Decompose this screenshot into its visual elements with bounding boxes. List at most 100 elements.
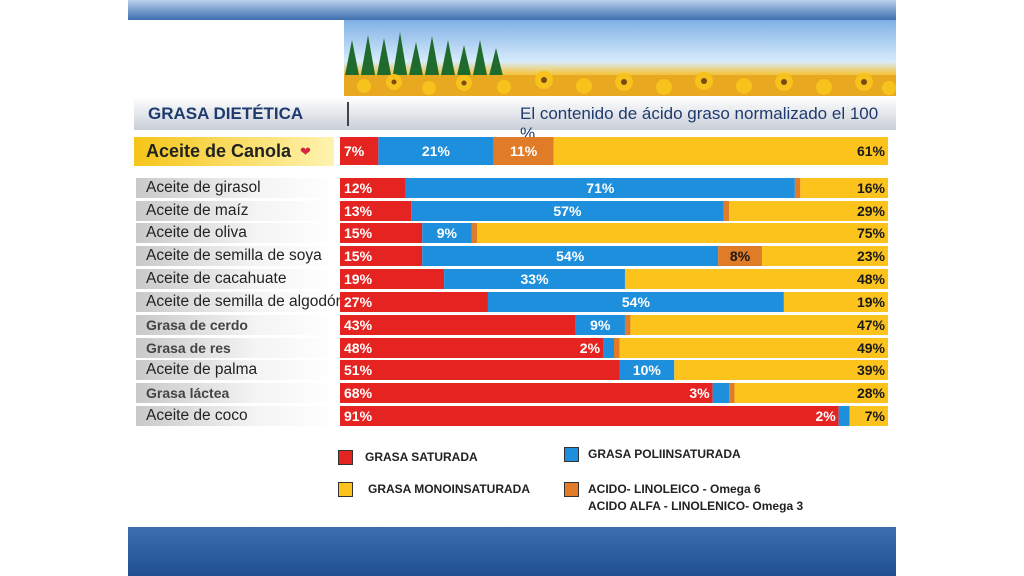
label-mono-aceite-de-coco: 7% [865, 408, 886, 424]
bar-mono-aceite-de-cacahuate [624, 269, 888, 289]
category-label-palma: Aceite de palma [136, 360, 336, 380]
label-saturated-aceite-de-semilla-de-algodon: 27% [344, 294, 373, 310]
bar-omega-aceite-de-canola [493, 137, 554, 165]
bar-mono-grasa-lactea [734, 383, 888, 403]
bar-poly-aceite-de-semilla-de-soya [422, 246, 719, 266]
bar-poly-grasa-lactea [712, 383, 730, 403]
bar-mono-grasa-de-cerdo [630, 315, 888, 335]
top-band [128, 0, 896, 20]
label-mono-aceite-de-palma: 39% [857, 362, 886, 378]
label-saturated-aceite-de-girasol: 12% [344, 180, 373, 196]
bar-mono-aceite-de-oliva [477, 223, 888, 243]
bar-saturated-aceite-de-oliva [340, 223, 423, 243]
label-mono-aceite-de-canola: 61% [857, 143, 886, 159]
label-saturated-grasa-lactea: 68% [344, 385, 373, 401]
label-poly-aceite-de-palma: 10% [633, 362, 662, 378]
category-label-canola: Aceite de Canola [146, 141, 292, 161]
canola-label-tab: Aceite de Canola ❤ [134, 137, 334, 166]
label-saturated-aceite-de-maiz: 13% [344, 203, 373, 219]
label-poly-grasa-de-res: 2% [580, 340, 601, 356]
label-saturated-grasa-de-cerdo: 43% [344, 317, 373, 333]
bar-saturated-aceite-de-palma [340, 360, 620, 380]
bar-poly-aceite-de-coco [838, 406, 850, 426]
bar-omega-aceite-de-semilla-de-soya [718, 246, 762, 266]
legend-swatch-omega [564, 482, 579, 497]
legend-label-monounsaturated: GRASA MONOINSATURADA [368, 482, 530, 496]
label-saturated-aceite-de-canola: 7% [344, 143, 365, 159]
legend-swatch-polyunsaturated [564, 447, 579, 462]
sunflower-field-image [344, 32, 896, 96]
bar-poly-aceite-de-palma [619, 360, 675, 380]
label-poly-grasa-de-cerdo: 9% [590, 317, 611, 333]
bar-omega-aceite-de-girasol [794, 178, 801, 198]
bar-mono-grasa-de-res [619, 338, 888, 358]
label-poly-aceite-de-canola: 21% [422, 143, 451, 159]
bar-omega-aceite-de-oliva [471, 223, 477, 243]
bar-saturated-aceite-de-maiz [340, 201, 412, 221]
bar-poly-grasa-de-cerdo [575, 315, 625, 335]
category-label-oliva: Aceite de oliva [136, 223, 336, 243]
bar-poly-grasa-de-res [603, 338, 614, 358]
bar-saturated-grasa-de-cerdo [340, 315, 576, 335]
label-mono-grasa-de-res: 49% [857, 340, 886, 356]
label-mono-aceite-de-cacahuate: 48% [857, 271, 886, 287]
bar-saturated-aceite-de-semilla-de-soya [340, 246, 423, 266]
label-saturated-aceite-de-palma: 51% [344, 362, 373, 378]
label-saturated-aceite-de-oliva: 15% [344, 225, 373, 241]
label-mono-aceite-de-semilla-de-algodon: 19% [857, 294, 886, 310]
label-mono-grasa-lactea: 28% [857, 385, 886, 401]
bar-omega-grasa-de-cerdo [624, 315, 631, 335]
label-saturated-grasa-de-res: 48% [344, 340, 373, 356]
slide: GRASA DIETÉTICA El contenido de ácido gr… [128, 0, 896, 576]
label-omega-aceite-de-semilla-de-soya: 8% [730, 248, 751, 264]
label-omega-aceite-de-canola: 11% [510, 143, 538, 159]
legend-label-saturated: GRASA SATURADA [365, 450, 478, 464]
category-label-soya: Aceite de semilla de soya [136, 246, 336, 266]
label-mono-aceite-de-oliva: 75% [857, 225, 886, 241]
bar-poly-aceite-de-oliva [422, 223, 472, 243]
bar-omega-grasa-de-res [614, 338, 620, 358]
category-label-girasol: Aceite de girasol [136, 178, 336, 198]
label-saturated-aceite-de-cacahuate: 19% [344, 271, 373, 287]
label-mono-aceite-de-semilla-de-soya: 23% [857, 248, 886, 264]
bar-saturated-aceite-de-cacahuate [340, 269, 445, 289]
bar-mono-aceite-de-girasol [800, 178, 888, 198]
bar-saturated-grasa-lactea [340, 383, 713, 403]
label-poly-aceite-de-coco: 2% [815, 408, 836, 424]
bar-mono-aceite-de-canola [553, 137, 888, 165]
legend-label-polyunsaturated: GRASA POLIINSATURADA [588, 447, 741, 461]
bar-mono-aceite-de-coco [849, 406, 888, 426]
header-left-title: GRASA DIETÉTICA [148, 104, 304, 123]
bar-saturated-aceite-de-coco [340, 406, 839, 426]
category-label-lactea: Grasa láctea [136, 383, 336, 403]
bar-poly-aceite-de-maiz [411, 201, 724, 221]
bar-poly-aceite-de-cacahuate [444, 269, 625, 289]
label-poly-aceite-de-oliva: 9% [437, 225, 458, 241]
label-poly-aceite-de-semilla-de-soya: 54% [556, 248, 585, 264]
header-bar: GRASA DIETÉTICA El contenido de ácido gr… [134, 97, 896, 143]
bar-omega-aceite-de-maiz [723, 201, 730, 221]
header-separator [347, 102, 349, 126]
legend-swatch-monounsaturated [338, 482, 353, 497]
bar-poly-aceite-de-girasol [405, 178, 795, 198]
legend-swatch-saturated [338, 450, 353, 465]
label-poly-aceite-de-maiz: 57% [553, 203, 582, 219]
bar-saturated-grasa-de-res [340, 338, 604, 358]
category-label-cerdo: Grasa de cerdo [136, 315, 336, 335]
bar-poly-aceite-de-semilla-de-algodon [487, 292, 784, 312]
category-label-res: Grasa de res [136, 338, 336, 358]
sunflower-banner [344, 20, 896, 96]
bar-mono-aceite-de-palma [674, 360, 888, 380]
stacked-bar-chart: 7%21%11%61%12%71%1%16%13%57%1%29%15%9%1%… [340, 137, 888, 426]
bottom-band [128, 527, 896, 576]
legend-label-omega6: ACIDO- LINOLEICO - Omega 6 [588, 482, 761, 496]
bar-saturated-aceite-de-canola [340, 137, 379, 165]
bar-poly-aceite-de-canola [378, 137, 494, 165]
label-mono-aceite-de-maiz: 29% [857, 203, 886, 219]
bar-mono-aceite-de-semilla-de-soya [761, 246, 888, 266]
bar-mono-aceite-de-maiz [729, 201, 888, 221]
label-poly-grasa-lactea: 3% [689, 385, 710, 401]
category-label-cacahuate: Aceite de cacahuate [136, 269, 336, 289]
label-poly-aceite-de-semilla-de-algodon: 54% [622, 294, 651, 310]
label-saturated-aceite-de-semilla-de-soya: 15% [344, 248, 373, 264]
